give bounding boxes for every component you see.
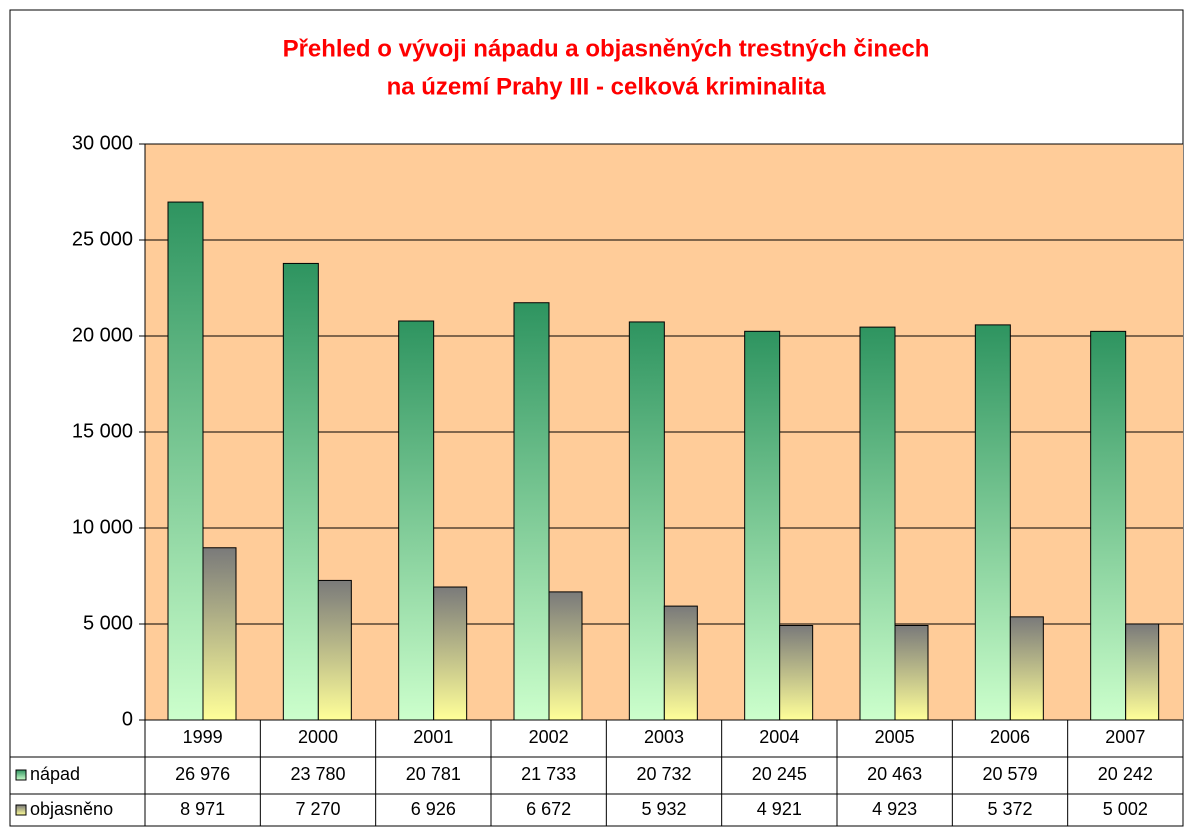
y-tick-label: 30 000: [72, 132, 133, 154]
y-tick-label: 25 000: [72, 228, 133, 250]
table-value: 20 781: [406, 764, 461, 784]
bar: [433, 586, 468, 721]
x-tick-label: 2006: [990, 727, 1030, 747]
legend-label: objasněno: [30, 799, 113, 819]
y-tick-label: 15 000: [72, 420, 133, 442]
x-tick-label: 1999: [183, 727, 223, 747]
bar: [202, 547, 237, 721]
y-tick-label: 10 000: [72, 516, 133, 538]
table-value: 6 672: [526, 799, 571, 819]
bar: [398, 320, 435, 721]
bar: [1009, 616, 1044, 721]
bar: [779, 625, 814, 721]
legend-swatch: [15, 804, 27, 816]
table-value: 20 245: [752, 764, 807, 784]
y-tick-label: 20 000: [72, 324, 133, 346]
table-value: 4 921: [757, 799, 802, 819]
y-tick-label: 0: [122, 708, 133, 730]
x-tick-label: 2003: [644, 727, 684, 747]
table-value: 21 733: [521, 764, 576, 784]
bar: [974, 324, 1011, 721]
bar: [663, 605, 698, 721]
table-value: 5 932: [641, 799, 686, 819]
x-tick-label: 2007: [1105, 727, 1145, 747]
bar: [628, 321, 665, 721]
x-tick-label: 2005: [875, 727, 915, 747]
bar: [282, 262, 319, 721]
x-tick-label: 2004: [759, 727, 799, 747]
chart-title: Přehled o vývoji nápadu a objasněných tr…: [283, 35, 930, 62]
bar: [548, 591, 583, 721]
legend-swatch: [15, 769, 27, 781]
legend-label: nápad: [30, 764, 80, 784]
table-value: 7 270: [295, 799, 340, 819]
y-tick-label: 5 000: [83, 612, 133, 634]
table-value: 5 372: [987, 799, 1032, 819]
table-value: 20 732: [636, 764, 691, 784]
bar: [894, 624, 929, 721]
table-value: 4 923: [872, 799, 917, 819]
x-tick-label: 2000: [298, 727, 338, 747]
chart-title: na území Prahy III - celková kriminalita: [387, 73, 826, 100]
bar: [167, 201, 204, 721]
bar: [1090, 330, 1127, 721]
table-value: 20 579: [982, 764, 1037, 784]
table-value: 8 971: [180, 799, 225, 819]
table-value: 26 976: [175, 764, 230, 784]
bar: [859, 326, 896, 721]
x-tick-label: 2002: [529, 727, 569, 747]
table-value: 20 463: [867, 764, 922, 784]
bar: [513, 302, 550, 721]
bar: [1125, 623, 1160, 721]
bar: [317, 579, 352, 721]
table-value: 20 242: [1098, 764, 1153, 784]
bar: [744, 330, 781, 721]
table-value: 5 002: [1103, 799, 1148, 819]
table-value: 23 780: [290, 764, 345, 784]
table-value: 6 926: [411, 799, 456, 819]
x-tick-label: 2001: [413, 727, 453, 747]
